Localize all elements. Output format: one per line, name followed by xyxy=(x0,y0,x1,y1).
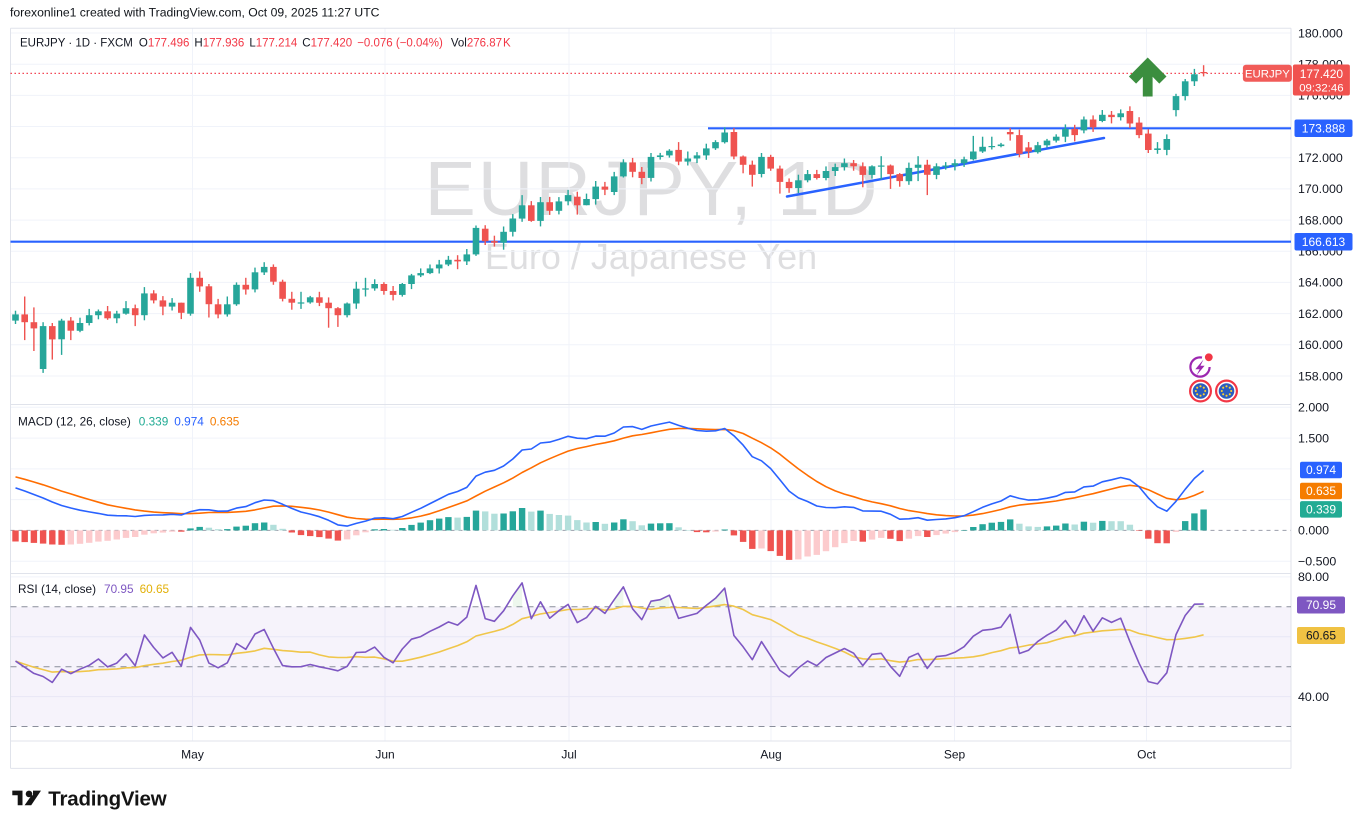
svg-text:Sep: Sep xyxy=(944,748,966,762)
svg-text:168.000: 168.000 xyxy=(1298,213,1343,227)
svg-text:TradingView: TradingView xyxy=(48,788,166,811)
svg-text:2.000: 2.000 xyxy=(1298,401,1329,415)
svg-text:0.000: 0.000 xyxy=(1298,524,1329,538)
svg-text:0.635: 0.635 xyxy=(1306,484,1336,498)
svg-text:Jul: Jul xyxy=(561,748,576,762)
svg-text:Oct: Oct xyxy=(1137,748,1156,762)
svg-text:172.000: 172.000 xyxy=(1298,151,1343,165)
svg-text:forexonline1 created with Trad: forexonline1 created with TradingView.co… xyxy=(10,5,380,19)
svg-text:180.000: 180.000 xyxy=(1298,26,1343,40)
svg-text:0.974: 0.974 xyxy=(1306,463,1336,477)
svg-text:40.00: 40.00 xyxy=(1298,690,1329,704)
svg-text:162.000: 162.000 xyxy=(1298,307,1343,321)
svg-text:158.000: 158.000 xyxy=(1298,369,1343,383)
svg-text:Euro / Japanese Yen: Euro / Japanese Yen xyxy=(485,236,817,277)
svg-text:80.00: 80.00 xyxy=(1298,570,1329,584)
svg-text:164.000: 164.000 xyxy=(1298,276,1343,290)
svg-text:0.339: 0.339 xyxy=(1306,503,1336,517)
svg-text:09:32:46: 09:32:46 xyxy=(1299,83,1343,95)
svg-text:EURJPY: EURJPY xyxy=(1245,68,1290,80)
svg-text:173.888: 173.888 xyxy=(1302,122,1346,136)
svg-text:70.95: 70.95 xyxy=(1306,598,1336,612)
svg-text:177.420: 177.420 xyxy=(1300,67,1344,81)
svg-text:Jun: Jun xyxy=(375,748,394,762)
svg-text:166.613: 166.613 xyxy=(1302,235,1346,249)
svg-text:60.65: 60.65 xyxy=(1306,629,1336,643)
svg-text:Aug: Aug xyxy=(760,748,781,762)
svg-text:170.000: 170.000 xyxy=(1298,182,1343,196)
svg-text:1.500: 1.500 xyxy=(1298,431,1329,445)
svg-text:−0.500: −0.500 xyxy=(1298,555,1336,569)
svg-text:May: May xyxy=(181,748,204,762)
svg-text:160.000: 160.000 xyxy=(1298,338,1343,352)
